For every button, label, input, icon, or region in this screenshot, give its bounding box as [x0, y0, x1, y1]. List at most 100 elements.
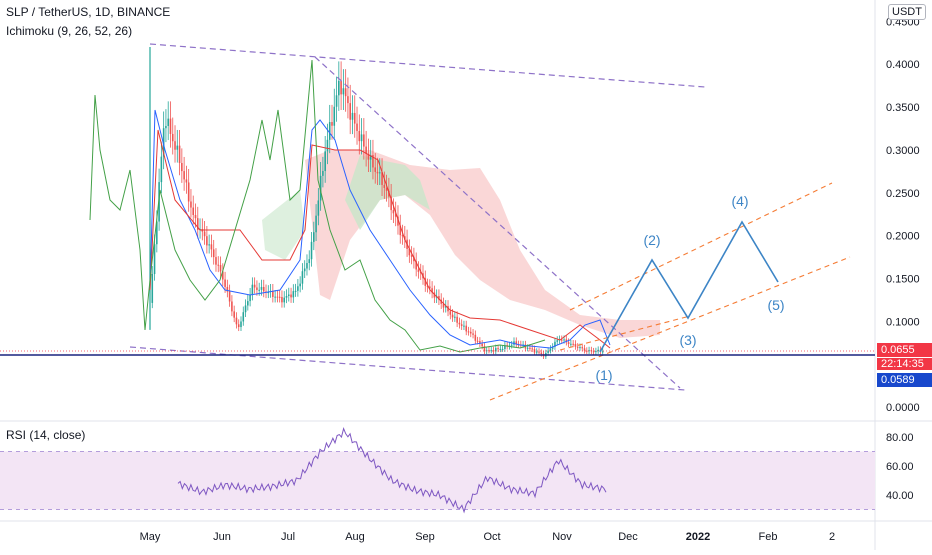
time-axis-label: Sep [415, 531, 435, 543]
candle-body [335, 95, 338, 107]
candle-body [287, 294, 290, 296]
candle-body [497, 348, 499, 350]
price-axis-label: 0.4000 [886, 59, 920, 71]
currency-button[interactable]: USDT [888, 4, 926, 20]
candle-body [365, 146, 367, 154]
channel-lower [489, 256, 851, 401]
candle-body [315, 215, 317, 233]
candle-body [253, 284, 256, 288]
candle-body [490, 350, 493, 352]
time-axis-label: Dec [618, 531, 638, 543]
symbol-title: SLP / TetherUS, 1D, BINANCE [6, 5, 171, 19]
ichimoku-cloud-bullish [345, 155, 430, 230]
upper-trendline [149, 43, 706, 88]
last-price-tag: 0.0655 [877, 343, 932, 357]
rsi-line [177, 426, 607, 514]
price-axis-label: 0.1500 [886, 273, 920, 285]
candle-body [217, 264, 220, 266]
candle-body [415, 261, 417, 270]
candle-body [372, 155, 374, 168]
bar-countdown: 22:14:35 [877, 358, 932, 370]
time-axis-label: Feb [759, 531, 778, 543]
rsi-label[interactable]: RSI (14, close) [6, 428, 86, 442]
candle-body [292, 291, 295, 298]
candle-body [169, 118, 172, 134]
candle-body [324, 151, 326, 171]
time-axis-label: 2022 [686, 531, 710, 543]
candle-body [185, 179, 188, 183]
rsi-band [0, 451, 875, 510]
candle-body [444, 306, 447, 308]
candle-body [267, 292, 270, 294]
candle-body [385, 187, 388, 191]
candle-body [438, 296, 440, 300]
candle-body [449, 311, 452, 315]
candle-body [285, 295, 288, 298]
price-axis-label: 0.2000 [886, 231, 920, 243]
candle-body [251, 284, 254, 295]
candle-body [237, 324, 240, 328]
candle-body [495, 348, 497, 352]
candle-body [231, 301, 233, 312]
candle-body [192, 207, 195, 216]
candle-body [572, 343, 574, 345]
candle-body [226, 286, 229, 292]
candle-body [176, 145, 179, 150]
candle-body [151, 274, 154, 303]
candle-body [474, 334, 477, 341]
candle-body [535, 351, 538, 353]
candle-body [301, 271, 304, 284]
candle-body [160, 156, 163, 183]
candle-body [488, 350, 490, 352]
candle-body [369, 155, 372, 160]
candle-body [413, 256, 415, 262]
candle-body [299, 283, 301, 287]
candle-body [363, 134, 365, 147]
candle-body [319, 175, 322, 201]
candle-body [399, 225, 402, 236]
candle-body [467, 331, 470, 333]
candle-body [481, 343, 483, 347]
ichimoku-label[interactable]: Ichimoku (9, 26, 52, 26) [6, 24, 133, 38]
candle-body [244, 305, 247, 313]
candle-body [212, 249, 215, 258]
candle-body [283, 297, 286, 303]
candle-body [556, 340, 559, 342]
candle-body [349, 103, 351, 120]
candle-body [419, 271, 422, 274]
time-axis-label: May [140, 531, 161, 543]
candle-body [515, 341, 518, 345]
candle-body [510, 344, 513, 346]
candle-body [465, 325, 468, 332]
candle-body [165, 125, 167, 129]
candle-body [483, 346, 486, 352]
candle-body [178, 145, 181, 164]
candle-body [479, 341, 481, 344]
time-axis-label: Oct [483, 531, 500, 543]
chart-title[interactable]: SLP / TetherUS, 1D, BINANCE [6, 5, 170, 19]
time-axis-label: Jul [281, 531, 295, 543]
candle-body [426, 285, 429, 287]
candle-body [356, 123, 358, 132]
candle-body [342, 88, 345, 95]
candle-body [162, 128, 165, 157]
candle-body [472, 333, 474, 335]
candle-body [458, 322, 461, 325]
candle-body [588, 350, 590, 352]
candle-body [567, 342, 570, 344]
candle-body [424, 278, 427, 286]
time-axis-label: Nov [552, 531, 572, 543]
candle-body [344, 88, 347, 97]
candle-body [492, 350, 495, 352]
lower-trendline [129, 346, 686, 391]
channel-upper [569, 182, 833, 311]
candle-body [570, 343, 572, 345]
candle-body [376, 171, 379, 174]
candle-body [504, 345, 506, 349]
candle-body [322, 170, 324, 176]
candle-body [256, 287, 258, 290]
candle-body [222, 271, 224, 280]
candle-body [367, 153, 370, 160]
